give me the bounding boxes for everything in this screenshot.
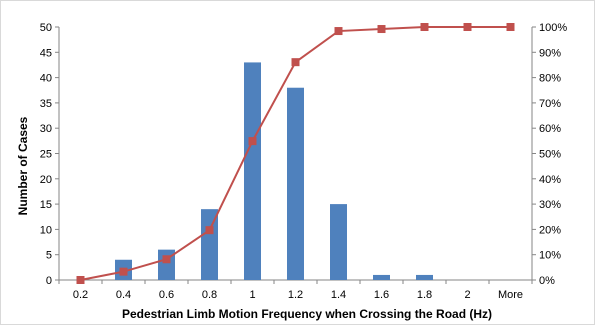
x-tick-label: More bbox=[498, 289, 523, 301]
cumulative-point bbox=[77, 276, 85, 284]
right-tick-label: 30% bbox=[539, 199, 561, 211]
right-tick-label: 90% bbox=[539, 47, 561, 59]
bar bbox=[416, 275, 433, 280]
bar bbox=[287, 88, 304, 280]
right-tick-label: 100% bbox=[539, 22, 567, 34]
left-tick-label: 30 bbox=[40, 123, 52, 135]
bar bbox=[373, 275, 390, 280]
x-tick-label: 0.6 bbox=[159, 289, 174, 301]
cumulative-point bbox=[378, 25, 386, 33]
x-tick-label: 1.2 bbox=[288, 289, 303, 301]
right-tick-label: 10% bbox=[539, 250, 561, 262]
left-tick-label: 15 bbox=[40, 199, 52, 211]
x-tick-label: 1.4 bbox=[331, 289, 346, 301]
x-tick-label: 0.8 bbox=[202, 289, 217, 301]
left-tick-label: 20 bbox=[40, 174, 52, 186]
left-tick-label: 0 bbox=[46, 275, 52, 287]
bar bbox=[244, 62, 261, 280]
right-tick-label: 50% bbox=[539, 149, 561, 161]
left-tick-label: 50 bbox=[40, 22, 52, 34]
cumulative-point bbox=[249, 137, 257, 145]
x-tick-label: 1 bbox=[249, 289, 255, 301]
right-tick-label: 70% bbox=[539, 98, 561, 110]
cumulative-point bbox=[292, 58, 300, 66]
x-tick-label: 2 bbox=[464, 289, 470, 301]
left-tick-label: 5 bbox=[46, 250, 52, 262]
left-tick-label: 25 bbox=[40, 149, 52, 161]
right-tick-label: 40% bbox=[539, 174, 561, 186]
cumulative-point bbox=[421, 23, 429, 31]
left-tick-label: 35 bbox=[40, 98, 52, 110]
cumulative-point bbox=[335, 27, 343, 35]
right-tick-label: 80% bbox=[539, 73, 561, 85]
x-axis-title: Pedestrian Limb Motion Frequency when Cr… bbox=[122, 307, 492, 321]
right-tick-label: 60% bbox=[539, 123, 561, 135]
x-tick-label: 1.8 bbox=[417, 289, 432, 301]
cumulative-point bbox=[120, 268, 128, 276]
right-tick-label: 20% bbox=[539, 224, 561, 236]
x-tick-label: 1.6 bbox=[374, 289, 389, 301]
x-tick-label: 0.4 bbox=[116, 289, 131, 301]
left-tick-label: 45 bbox=[40, 47, 52, 59]
cumulative-point bbox=[206, 226, 214, 234]
cumulative-point bbox=[163, 255, 171, 263]
bar bbox=[330, 204, 347, 280]
right-tick-label: 0% bbox=[539, 275, 555, 287]
left-tick-label: 10 bbox=[40, 224, 52, 236]
y-axis-title: Number of Cases bbox=[16, 116, 30, 215]
cumulative-point bbox=[507, 23, 515, 31]
x-tick-label: 0.2 bbox=[73, 289, 88, 301]
cumulative-point bbox=[464, 23, 472, 31]
left-tick-label: 40 bbox=[40, 73, 52, 85]
